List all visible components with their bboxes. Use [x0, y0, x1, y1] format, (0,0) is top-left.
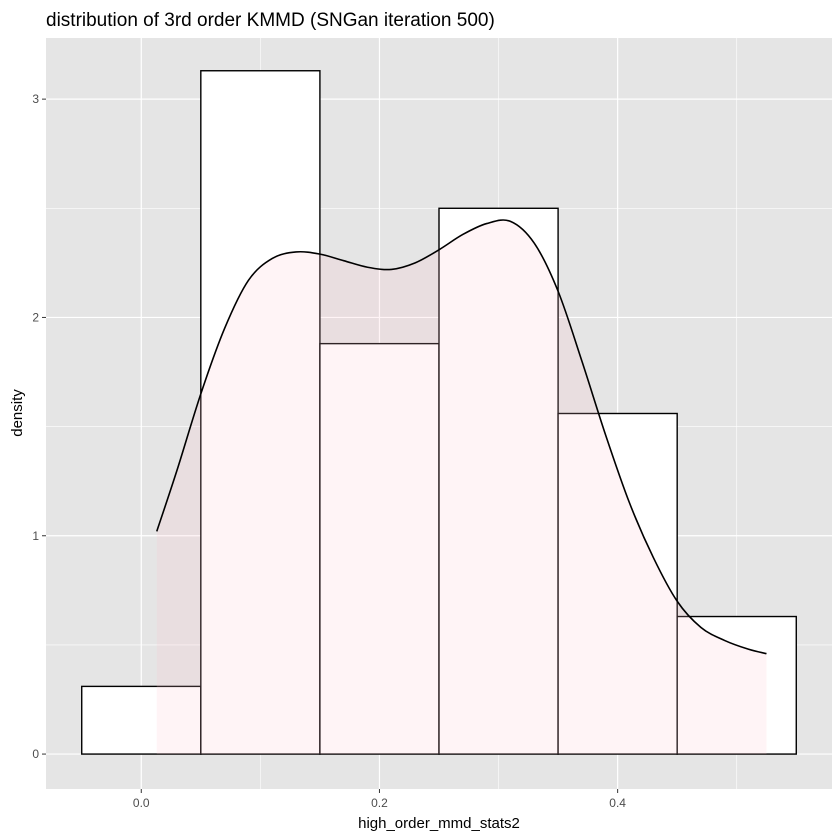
- y-tick-label: 1: [32, 529, 39, 543]
- histogram-bar-6: [676, 615, 797, 755]
- x-axis-title: high_order_mmd_stats2: [358, 815, 520, 832]
- y-tick-label: 2: [32, 310, 39, 324]
- histogram-bar-2: [200, 70, 321, 755]
- histogram-bar-1: [81, 685, 202, 755]
- x-tick-label: 0.2: [371, 796, 388, 810]
- histogram-bar-3: [319, 342, 440, 755]
- y-axis-ticks: 0 1 2 3: [32, 92, 46, 761]
- x-tick-label: 0.4: [609, 796, 626, 810]
- y-tick-label: 3: [32, 92, 39, 106]
- density-area: [156, 219, 767, 755]
- histogram-bar-4: [438, 207, 559, 755]
- y-tick-label: 0: [32, 747, 39, 761]
- x-tick-label: 0.0: [133, 796, 150, 810]
- density-curve: [155, 219, 767, 655]
- chart-title: distribution of 3rd order KMMD (SNGan it…: [46, 10, 495, 31]
- histogram-bars: [81, 70, 797, 755]
- y-axis-title: density: [9, 389, 26, 437]
- x-axis-ticks: 0.0 0.2 0.4: [133, 789, 626, 810]
